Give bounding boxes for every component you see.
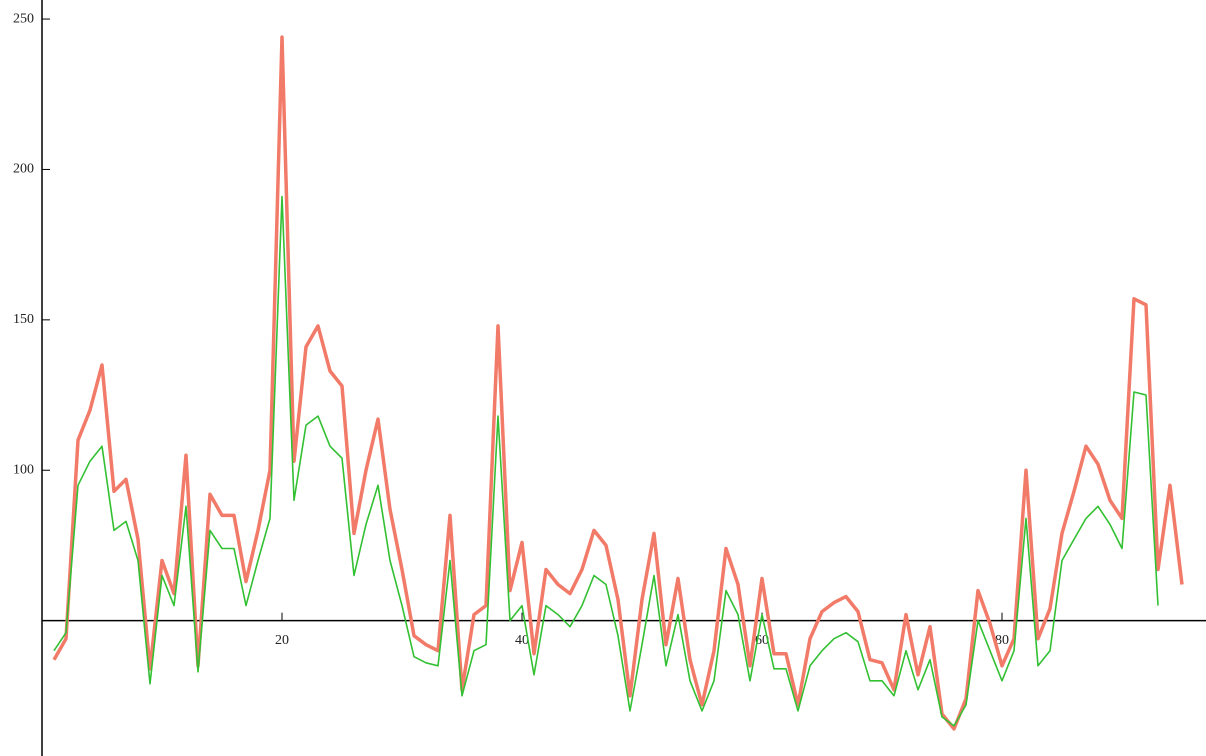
x-tick-label: 40 [515, 633, 529, 648]
series-line [53, 195, 1159, 727]
y-tick-label: 100 [13, 462, 34, 477]
y-tick-label: 200 [13, 162, 34, 177]
y-tick-label: 250 [13, 11, 34, 26]
x-tick-label: 20 [275, 633, 289, 648]
x-tick-label: 80 [995, 633, 1009, 648]
y-tick-label: 150 [13, 312, 34, 327]
series-line [52, 35, 1184, 731]
